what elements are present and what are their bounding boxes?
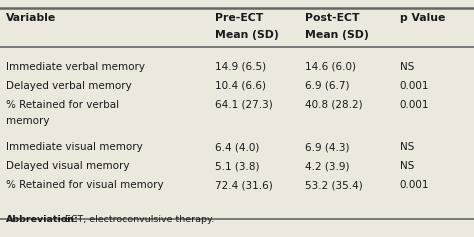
Text: 10.4 (6.6): 10.4 (6.6) (215, 81, 266, 91)
Text: % Retained for verbal: % Retained for verbal (6, 100, 119, 109)
Text: 4.2 (3.9): 4.2 (3.9) (305, 161, 349, 171)
Text: 6.9 (4.3): 6.9 (4.3) (305, 142, 349, 152)
Text: 0.001: 0.001 (400, 100, 429, 109)
Text: Immediate verbal memory: Immediate verbal memory (6, 62, 145, 72)
Text: 0.001: 0.001 (400, 81, 429, 91)
Text: Variable: Variable (6, 13, 56, 23)
Text: 72.4 (31.6): 72.4 (31.6) (215, 180, 273, 190)
Text: ECT, electroconvulsive therapy.: ECT, electroconvulsive therapy. (62, 215, 214, 224)
Text: Delayed verbal memory: Delayed verbal memory (6, 81, 132, 91)
Text: Pre-ECT: Pre-ECT (215, 13, 263, 23)
Text: NS: NS (400, 161, 414, 171)
Text: NS: NS (400, 142, 414, 152)
Text: 64.1 (27.3): 64.1 (27.3) (215, 100, 273, 109)
Text: % Retained for visual memory: % Retained for visual memory (6, 180, 164, 190)
Text: Post-ECT: Post-ECT (305, 13, 359, 23)
Text: 14.6 (6.0): 14.6 (6.0) (305, 62, 356, 72)
Text: Mean (SD): Mean (SD) (215, 30, 278, 40)
Text: Abbreviation:: Abbreviation: (6, 215, 79, 224)
Text: p Value: p Value (400, 13, 445, 23)
Text: NS: NS (400, 62, 414, 72)
Text: Delayed visual memory: Delayed visual memory (6, 161, 130, 171)
Text: Mean (SD): Mean (SD) (305, 30, 368, 40)
Text: 0.001: 0.001 (400, 180, 429, 190)
Text: memory: memory (6, 116, 50, 126)
Text: 53.2 (35.4): 53.2 (35.4) (305, 180, 363, 190)
Text: 14.9 (6.5): 14.9 (6.5) (215, 62, 266, 72)
Text: 5.1 (3.8): 5.1 (3.8) (215, 161, 259, 171)
Text: Immediate visual memory: Immediate visual memory (6, 142, 143, 152)
Text: 6.9 (6.7): 6.9 (6.7) (305, 81, 349, 91)
Text: 40.8 (28.2): 40.8 (28.2) (305, 100, 363, 109)
Text: 6.4 (4.0): 6.4 (4.0) (215, 142, 259, 152)
